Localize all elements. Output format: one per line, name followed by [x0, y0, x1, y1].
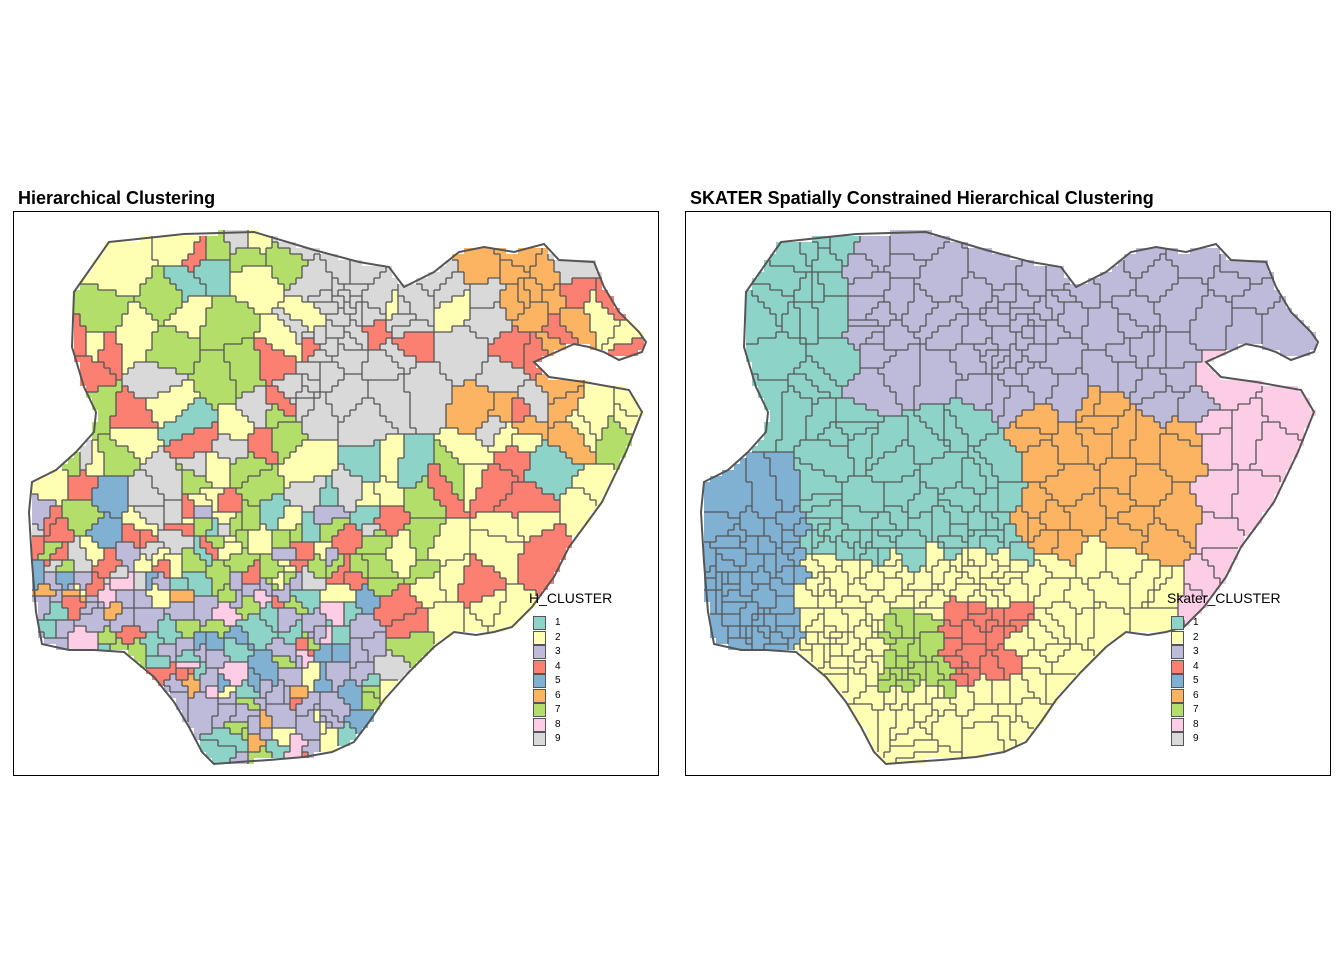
- right-legend-item: 4: [1171, 659, 1251, 674]
- right-legend-swatch: [1171, 703, 1184, 717]
- left-legend-label: 2: [555, 631, 561, 643]
- left-cluster-4-area: [32, 236, 644, 758]
- left-legend-swatch: [533, 645, 546, 659]
- right-legend-item: 7: [1171, 703, 1251, 717]
- left-legend-swatch: [533, 732, 546, 746]
- right-legend-swatch: [1171, 688, 1184, 703]
- left-legend-item: 8: [533, 717, 613, 732]
- right-cluster-2-area: [794, 536, 1184, 764]
- right-legend-label: 6: [1193, 689, 1199, 701]
- right-legend-label: 7: [1193, 704, 1199, 715]
- left-legend-swatch: [533, 717, 546, 732]
- left-legend-item: 6: [533, 688, 613, 703]
- left-legend-item: 7: [533, 703, 613, 717]
- left-legend-label: 5: [555, 675, 561, 686]
- right-legend-label: 4: [1193, 660, 1199, 672]
- right-legend-item: 3: [1171, 645, 1251, 659]
- right-map-title: SKATER Spatially Constrained Hierarchica…: [690, 188, 1154, 208]
- left-legend-swatch: [533, 630, 546, 645]
- right-legend-label: 3: [1193, 646, 1199, 657]
- left-legend-swatch: [533, 616, 546, 630]
- right-district-boundaries: [704, 236, 1304, 764]
- right-legend-swatch: [1171, 717, 1184, 732]
- left-legend-label: 3: [555, 646, 561, 657]
- right-legend-swatch: [1171, 616, 1184, 630]
- left-map-panel: H_CLUSTER 1 2 3 4 5 6 7 8 9: [13, 211, 659, 776]
- right-cluster-3-area: [842, 230, 1316, 428]
- right-map-panel: Skater_CLUSTER 1 2 3 4 5 6 7 8 9: [685, 211, 1331, 776]
- right-legend-label: 5: [1193, 675, 1199, 686]
- right-legend-item: 1: [1171, 616, 1251, 630]
- left-map-title: Hierarchical Clustering: [18, 188, 216, 208]
- left-cluster-6-area: [32, 248, 596, 752]
- right-legend-swatch: [1171, 659, 1184, 674]
- right-legend-swatch: [1171, 645, 1184, 659]
- right-legend-item: 9: [1171, 732, 1251, 746]
- right-map-legend: Skater_CLUSTER 1 2 3 4 5 6 7 8 9: [1167, 590, 1281, 746]
- right-legend-title: Skater_CLUSTER: [1167, 590, 1281, 606]
- right-legend-item: 2: [1171, 630, 1251, 645]
- left-cluster-3-area: [32, 494, 386, 764]
- left-choropleth-map: [27, 230, 648, 766]
- left-legend-item: 9: [533, 732, 613, 746]
- left-legend-label: 8: [555, 718, 561, 730]
- left-legend-label: 6: [555, 689, 561, 701]
- right-legend-item: 8: [1171, 717, 1251, 732]
- left-legend-item: 5: [533, 674, 613, 688]
- right-legend-item: 6: [1171, 688, 1251, 703]
- left-legend-item: 4: [533, 659, 613, 674]
- right-cluster-7-area: [878, 608, 956, 698]
- right-legend-label: 2: [1193, 631, 1199, 643]
- left-legend-label: 7: [555, 704, 561, 715]
- right-legend-swatch: [1171, 630, 1184, 645]
- left-legend-item: 2: [533, 630, 613, 645]
- left-legend-swatch: [533, 688, 546, 703]
- right-choropleth-map: [699, 230, 1320, 766]
- left-legend-label: 1: [555, 617, 561, 628]
- right-country-outline: [699, 230, 1320, 766]
- left-cluster-9-area: [32, 230, 602, 680]
- left-legend-label: 4: [555, 660, 561, 672]
- left-legend-label: 9: [555, 733, 561, 744]
- left-legend-title: H_CLUSTER: [529, 590, 613, 606]
- left-map-legend: H_CLUSTER 1 2 3 4 5 6 7 8 9: [529, 590, 613, 746]
- right-legend-swatch: [1171, 732, 1184, 746]
- right-legend-label: 1: [1193, 617, 1199, 628]
- left-legend-swatch: [533, 659, 546, 674]
- left-country-outline: [27, 230, 648, 766]
- right-legend-label: 8: [1193, 718, 1199, 730]
- left-legend-swatch: [533, 674, 546, 688]
- left-cluster-7-area: [38, 230, 632, 764]
- left-legend-swatch: [533, 703, 546, 717]
- left-cluster-5-area: [32, 476, 380, 734]
- right-legend-swatch: [1171, 674, 1184, 688]
- left-cluster-2-area: [32, 230, 644, 752]
- left-legend-item: 3: [533, 645, 613, 659]
- right-cluster-6-area: [1004, 386, 1208, 566]
- right-legend-label: 9: [1193, 733, 1199, 744]
- left-legend-item: 1: [533, 616, 613, 630]
- right-legend-item: 5: [1171, 674, 1251, 688]
- right-cluster-8-area: [1178, 350, 1316, 626]
